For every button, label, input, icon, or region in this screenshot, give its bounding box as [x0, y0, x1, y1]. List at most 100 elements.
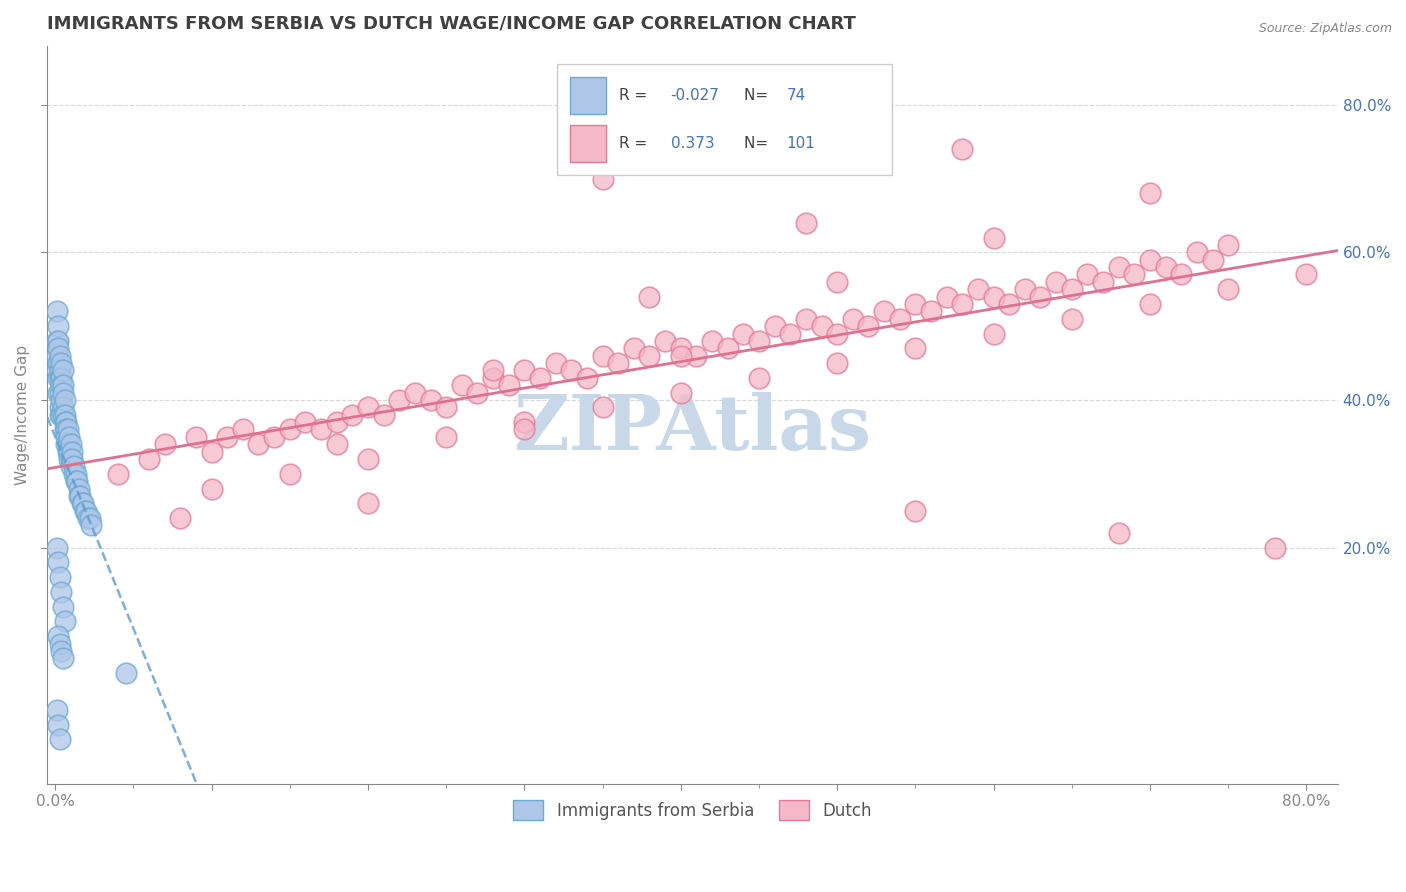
Point: [1170, 268, 1192, 282]
Point: [67, 482, 90, 496]
Point: [1108, 525, 1130, 540]
Point: [263, 430, 285, 444]
Point: [482, 363, 505, 377]
Point: [153, 437, 176, 451]
Point: [388, 392, 411, 407]
Point: [1139, 252, 1161, 267]
Point: [278, 422, 301, 436]
Point: [46, 371, 69, 385]
Point: [825, 356, 848, 370]
Bar: [569, 126, 606, 162]
Point: [1029, 290, 1052, 304]
Point: [53, 408, 76, 422]
Point: [46, 319, 69, 334]
Point: [53, 615, 76, 629]
Point: [278, 467, 301, 481]
FancyBboxPatch shape: [557, 64, 893, 175]
Text: 0.373: 0.373: [671, 136, 714, 152]
Point: [217, 430, 239, 444]
Point: [49, 636, 72, 650]
Point: [904, 341, 927, 355]
Text: N=: N=: [744, 87, 773, 103]
Point: [842, 311, 865, 326]
Text: Source: ZipAtlas.com: Source: ZipAtlas.com: [1258, 22, 1392, 36]
Point: [544, 356, 567, 370]
Point: [733, 326, 755, 341]
Point: [55, 437, 77, 451]
Point: [669, 385, 692, 400]
Point: [53, 415, 76, 429]
Point: [200, 482, 222, 496]
Point: [419, 392, 441, 407]
Point: [56, 444, 79, 458]
Point: [467, 385, 489, 400]
Point: [404, 385, 426, 400]
Point: [63, 459, 86, 474]
Point: [638, 290, 661, 304]
Point: [70, 496, 93, 510]
Point: [49, 570, 72, 584]
Point: [1185, 245, 1208, 260]
Point: [60, 452, 83, 467]
Point: [513, 422, 536, 436]
Point: [482, 371, 505, 385]
Point: [59, 459, 82, 474]
Point: [52, 363, 75, 377]
Point: [247, 437, 270, 451]
Point: [45, 703, 67, 717]
Y-axis label: Wage/Income Gap: Wage/Income Gap: [15, 344, 30, 484]
Point: [1092, 275, 1115, 289]
Point: [763, 319, 786, 334]
Point: [357, 452, 380, 467]
Point: [58, 430, 80, 444]
Point: [1139, 186, 1161, 201]
Point: [59, 452, 82, 467]
Point: [983, 230, 1005, 244]
Point: [46, 356, 69, 370]
Point: [114, 666, 136, 681]
Point: [904, 503, 927, 517]
Point: [55, 422, 77, 436]
Point: [1014, 282, 1036, 296]
Point: [998, 297, 1021, 311]
Text: 101: 101: [787, 136, 815, 152]
Point: [434, 430, 457, 444]
Legend: Immigrants from Serbia, Dutch: Immigrants from Serbia, Dutch: [506, 793, 879, 827]
Point: [967, 282, 990, 296]
Point: [1264, 541, 1286, 555]
Point: [794, 311, 817, 326]
Point: [592, 401, 614, 415]
Point: [49, 408, 72, 422]
Point: [80, 518, 103, 533]
Point: [55, 415, 77, 429]
Point: [1139, 297, 1161, 311]
Text: N=: N=: [744, 136, 773, 152]
Point: [67, 489, 90, 503]
Point: [65, 467, 87, 481]
Point: [51, 584, 73, 599]
Point: [49, 732, 72, 747]
Point: [46, 341, 69, 355]
Text: R =: R =: [619, 87, 652, 103]
Point: [51, 356, 73, 370]
Point: [700, 334, 723, 348]
Point: [342, 408, 364, 422]
Point: [51, 392, 73, 407]
Point: [184, 430, 207, 444]
Point: [52, 401, 75, 415]
Point: [58, 444, 80, 458]
Point: [904, 297, 927, 311]
Point: [51, 371, 73, 385]
Point: [107, 467, 129, 481]
Point: [1218, 238, 1240, 252]
Point: [513, 363, 536, 377]
Point: [45, 304, 67, 318]
Point: [1076, 268, 1098, 282]
Point: [935, 290, 957, 304]
Point: [138, 452, 160, 467]
Point: [717, 341, 740, 355]
Point: [294, 415, 316, 429]
Point: [56, 422, 79, 436]
Point: [654, 334, 676, 348]
Point: [748, 371, 770, 385]
